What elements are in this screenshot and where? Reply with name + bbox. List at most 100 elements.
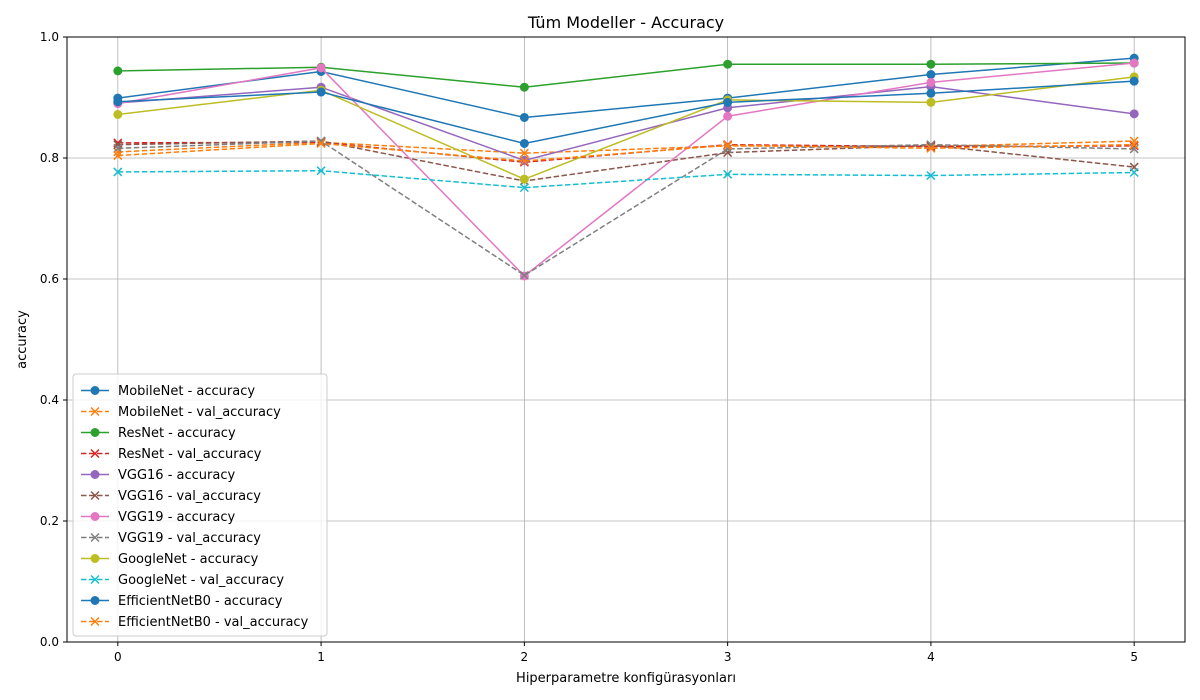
legend-label: GoogleNet - accuracy (118, 552, 259, 567)
data-point (316, 87, 326, 97)
legend-label: VGG16 - val_accuracy (118, 489, 261, 504)
legend-marker (90, 406, 100, 417)
legend-label: EfficientNetB0 - accuracy (118, 594, 283, 609)
legend-item: ResNet - accuracy (81, 426, 236, 441)
series-line (117, 57, 1135, 119)
series-line (117, 80, 1135, 145)
data-point (926, 171, 936, 181)
legend-item: ResNet - val_accuracy (81, 447, 262, 462)
series-line (117, 140, 1135, 154)
legend-label: VGG19 - val_accuracy (118, 531, 261, 546)
legend-item: VGG19 - val_accuracy (81, 531, 261, 546)
series-line (117, 169, 1135, 189)
series-group (113, 53, 1139, 281)
data-point (1129, 140, 1139, 150)
data-point (519, 138, 529, 148)
data-point (519, 82, 529, 92)
data-point (723, 144, 733, 154)
legend-item: MobileNet - val_accuracy (81, 405, 281, 420)
data-point (926, 88, 936, 98)
data-point (316, 166, 326, 176)
y-tick-label: 0.2 (40, 514, 59, 528)
chart-title: Tüm Modeller - Accuracy (527, 13, 724, 32)
series-line (117, 62, 1135, 277)
x-tick-label: 2 (521, 650, 529, 664)
legend-label: EfficientNetB0 - val_accuracy (118, 615, 309, 630)
data-point (519, 270, 529, 280)
legend-marker (90, 616, 100, 627)
data-point (926, 77, 936, 87)
series-11 (113, 138, 1139, 166)
data-point (519, 174, 529, 184)
data-point (723, 59, 733, 69)
legend-label: MobileNet - val_accuracy (118, 405, 281, 420)
data-point (519, 183, 529, 193)
data-point (113, 151, 123, 161)
series-10 (113, 76, 1139, 148)
data-point (113, 167, 123, 177)
data-point (519, 148, 529, 158)
data-point (723, 97, 733, 107)
legend: MobileNet - accuracy MobileNet - val_accu… (72, 373, 328, 637)
legend-item: EfficientNetB0 - val_accuracy (81, 615, 309, 630)
series-line (117, 62, 1135, 88)
data-point (113, 147, 123, 157)
legend-item: VGG16 - val_accuracy (81, 489, 261, 504)
data-point (113, 140, 123, 150)
x-tick-label: 3 (724, 650, 732, 664)
legend-marker (90, 512, 100, 521)
data-point (519, 112, 529, 122)
data-point (316, 137, 326, 147)
x-tick-label: 4 (927, 650, 935, 664)
legend-label: VGG19 - accuracy (118, 510, 235, 525)
x-tick-label: 0 (114, 650, 122, 664)
legend-marker (90, 428, 100, 437)
legend-marker (90, 596, 100, 605)
y-tick-label: 0.6 (40, 272, 59, 286)
legend-item: MobileNet - accuracy (81, 384, 255, 399)
y-tick-label: 0.0 (40, 635, 59, 649)
plot-frame (66, 36, 1186, 643)
y-tick-label: 0.4 (40, 393, 59, 407)
legend-item: VGG19 - accuracy (81, 510, 235, 525)
data-point (1129, 144, 1139, 154)
axis-ticks: 0 1 2 3 4 5 0.0 0.2 0.4 0.6 0.8 1.0 (40, 30, 1138, 664)
legend-marker (90, 470, 100, 479)
y-tick-label: 1.0 (40, 30, 59, 44)
legend-label: MobileNet - accuracy (118, 384, 255, 399)
x-tick-label: 5 (1130, 650, 1138, 664)
series-9 (113, 166, 1139, 193)
data-point (926, 140, 936, 150)
data-point (926, 70, 936, 80)
series-7 (113, 136, 1139, 280)
legend-label: VGG16 - accuracy (118, 468, 235, 483)
legend-label: ResNet - accuracy (118, 426, 236, 441)
data-point (113, 66, 123, 76)
legend-marker (90, 532, 100, 543)
y-axis-label: accuracy (15, 310, 30, 369)
data-point (723, 140, 733, 150)
legend-marker (90, 574, 100, 585)
data-point (926, 141, 936, 152)
legend-marker (90, 554, 100, 563)
data-point (926, 59, 936, 69)
legend-marker (90, 490, 100, 501)
data-point (113, 97, 123, 107)
legend-label: GoogleNet - val_accuracy (118, 573, 284, 588)
legend-marker (90, 448, 100, 459)
legend-item: GoogleNet - accuracy (81, 552, 259, 567)
data-point (316, 63, 326, 73)
data-point (113, 143, 123, 153)
legend-item: EfficientNetB0 - accuracy (81, 594, 283, 609)
data-point (519, 156, 529, 166)
data-point (1129, 109, 1139, 119)
data-point (1129, 76, 1139, 86)
series-line (117, 140, 1135, 277)
data-point (723, 111, 733, 121)
legend-label: ResNet - val_accuracy (118, 447, 262, 462)
y-tick-label: 0.8 (40, 151, 59, 165)
data-point (1129, 167, 1139, 178)
data-point (926, 143, 936, 153)
x-tick-label: 1 (317, 650, 325, 664)
